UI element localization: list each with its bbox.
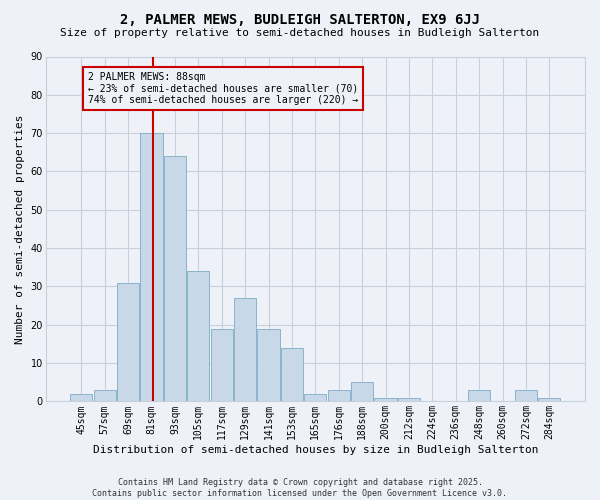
X-axis label: Distribution of semi-detached houses by size in Budleigh Salterton: Distribution of semi-detached houses by … bbox=[92, 445, 538, 455]
Bar bbox=[70, 394, 92, 402]
Bar bbox=[328, 390, 350, 402]
Bar bbox=[117, 282, 139, 402]
Bar bbox=[538, 398, 560, 402]
Bar bbox=[94, 390, 116, 402]
Bar bbox=[281, 348, 303, 402]
Bar bbox=[257, 328, 280, 402]
Text: 2 PALMER MEWS: 88sqm
← 23% of semi-detached houses are smaller (70)
74% of semi-: 2 PALMER MEWS: 88sqm ← 23% of semi-detac… bbox=[88, 72, 359, 105]
Y-axis label: Number of semi-detached properties: Number of semi-detached properties bbox=[15, 114, 25, 344]
Bar bbox=[164, 156, 186, 402]
Bar bbox=[187, 271, 209, 402]
Text: Contains HM Land Registry data © Crown copyright and database right 2025.
Contai: Contains HM Land Registry data © Crown c… bbox=[92, 478, 508, 498]
Bar bbox=[398, 398, 420, 402]
Bar bbox=[374, 398, 397, 402]
Bar bbox=[304, 394, 326, 402]
Bar bbox=[468, 390, 490, 402]
Bar bbox=[211, 328, 233, 402]
Text: Size of property relative to semi-detached houses in Budleigh Salterton: Size of property relative to semi-detach… bbox=[61, 28, 539, 38]
Bar bbox=[234, 298, 256, 402]
Text: 2, PALMER MEWS, BUDLEIGH SALTERTON, EX9 6JJ: 2, PALMER MEWS, BUDLEIGH SALTERTON, EX9 … bbox=[120, 12, 480, 26]
Bar bbox=[351, 382, 373, 402]
Bar bbox=[515, 390, 537, 402]
Bar bbox=[140, 133, 163, 402]
